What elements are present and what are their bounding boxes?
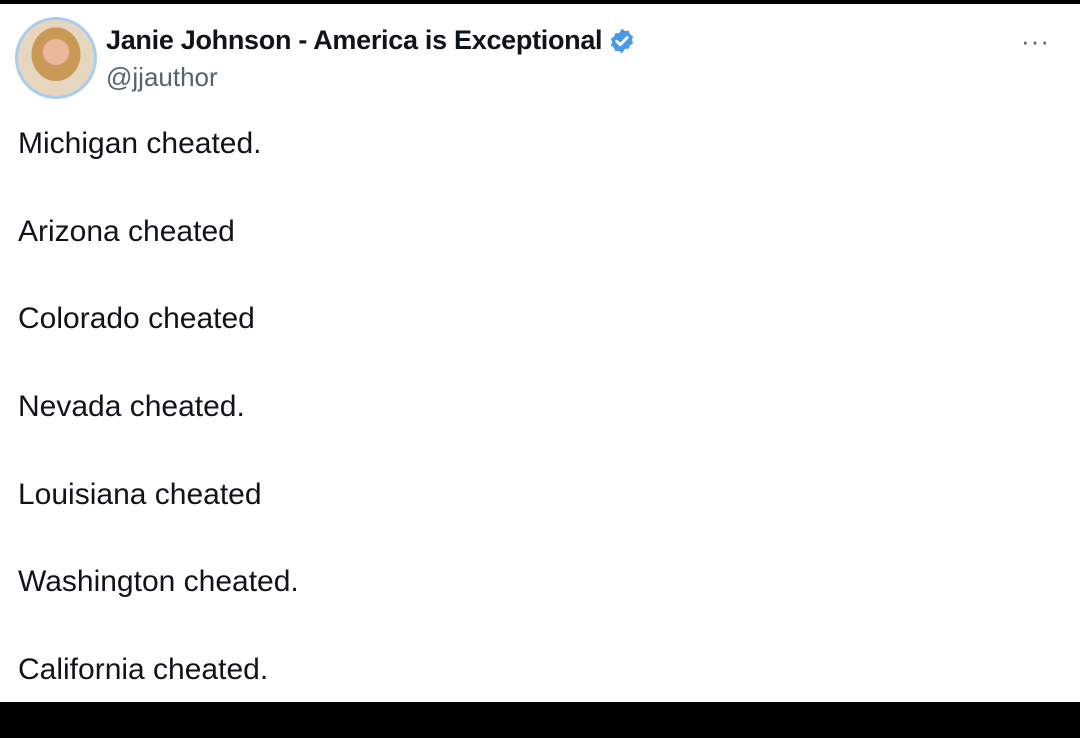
tweet-line: California cheated. xyxy=(18,653,269,687)
avatar[interactable] xyxy=(15,17,97,99)
more-options-icon[interactable]: ··· xyxy=(1021,26,1050,56)
tweet-card: Janie Johnson - America is Exceptional @… xyxy=(0,4,1080,702)
tweet-line: Nevada cheated. xyxy=(18,390,245,424)
verified-badge-icon xyxy=(611,28,634,53)
author-handle[interactable]: @jjauthor xyxy=(106,62,218,92)
tweet-line: Colorado cheated xyxy=(18,302,255,336)
tweet-line: Louisiana cheated xyxy=(18,477,262,511)
tweet-line: Washington cheated. xyxy=(18,565,299,599)
author-name-row[interactable]: Janie Johnson - America is Exceptional xyxy=(106,25,636,56)
tweet-line: Michigan cheated. xyxy=(18,127,262,160)
author-display-name[interactable]: Janie Johnson - America is Exceptional xyxy=(106,25,603,55)
tweet-line: Arizona cheated xyxy=(18,214,235,248)
tweet-text: Michigan cheated. Arizona cheated Colora… xyxy=(18,124,299,738)
